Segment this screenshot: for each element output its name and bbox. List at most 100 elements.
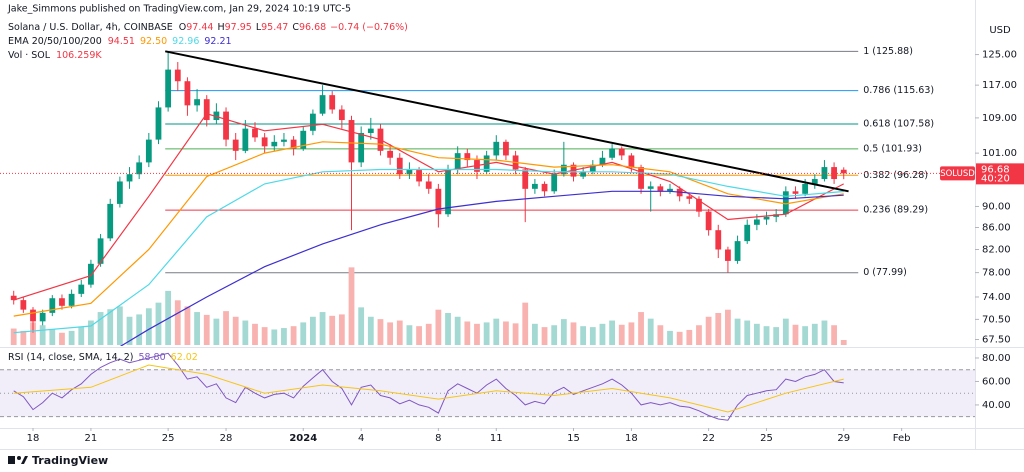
volume-bar [811, 323, 818, 345]
volume-bar [782, 318, 789, 345]
candle-body [68, 293, 75, 306]
x-tick-label: 18 [625, 433, 638, 444]
vol-label: Vol · SOL [8, 50, 51, 61]
legend-rsi: RSI (14, close, SMA, 14, 2) 58.80 62.02 [8, 352, 198, 363]
volume-bar [676, 331, 683, 345]
brand-logo [8, 456, 28, 464]
ema-value: 92.21 [204, 36, 231, 47]
candle-body [715, 230, 722, 250]
volume-bar [792, 324, 799, 345]
volume-bar [358, 307, 365, 345]
candle-body [59, 298, 65, 306]
candle-body [348, 120, 355, 163]
candle-body [78, 284, 85, 294]
candle-body [310, 113, 316, 131]
y-tick-label: 101.00 [982, 148, 1017, 159]
volume-bar [310, 316, 316, 345]
candle-body [184, 81, 191, 106]
rsi-value: 58.80 [138, 352, 165, 363]
volume-bar [203, 314, 210, 345]
ema-line [13, 141, 844, 317]
candle-body [358, 132, 365, 163]
symbol-title: Solana / U.S. Dollar, 4h, COINBASE [8, 22, 173, 33]
volume-bar [88, 320, 94, 345]
x-tick-label: 22 [702, 433, 715, 444]
candle-body [734, 241, 741, 261]
volume-bar [252, 323, 258, 345]
volume-bar [512, 323, 519, 345]
x-tick-label: 4 [358, 433, 364, 444]
ema-line [13, 168, 844, 334]
candle-body [416, 169, 422, 182]
x-tick-label: 11 [490, 433, 503, 444]
candle-body [541, 183, 548, 192]
candle-body [329, 95, 336, 110]
candle-body [744, 224, 751, 242]
fib-label: 0.5 (101.93) [863, 143, 922, 154]
candle-body [580, 171, 587, 177]
candle-body [628, 155, 635, 168]
publisher: Jake_Simmons published on TradingView.co… [7, 4, 351, 15]
candle-body [232, 139, 239, 151]
candle-body [493, 141, 500, 156]
volume-bar [696, 325, 702, 345]
volume-bar [338, 314, 345, 345]
candle-body [725, 249, 731, 261]
volume-bar [97, 312, 104, 345]
price-pane: 1 (125.88) 0.786 (115.63) 0.618 (107.58) 0.… [0, 46, 975, 346]
candle-body [155, 107, 162, 140]
volume-bar [589, 327, 596, 345]
symbol-box [940, 166, 975, 181]
volume-bar [329, 315, 336, 345]
candle-body [281, 139, 287, 142]
candle-body [49, 298, 56, 313]
y-tick-label: 78.00 [982, 268, 1011, 279]
candle-body [203, 99, 210, 121]
volume-bar [261, 327, 268, 345]
candle-body [338, 109, 345, 121]
volume-bar [300, 322, 307, 345]
candle-body [88, 263, 94, 285]
volume-bar [377, 319, 384, 345]
ema-value: 92.50 [140, 36, 167, 47]
candle-body [609, 148, 615, 158]
volume-bar [705, 316, 712, 345]
candle-body [705, 211, 712, 231]
volume-bar [281, 328, 287, 345]
countdown-label: 40:20 [981, 173, 1010, 184]
volume-bar [425, 323, 432, 345]
volume-bar [840, 339, 847, 345]
brand: TradingView [32, 454, 108, 467]
candle-body [242, 128, 249, 151]
candle-body [782, 191, 789, 215]
fib-label: 0 (77.99) [863, 267, 907, 278]
ohlc-key: H [217, 22, 224, 33]
legend: Jake_Simmons published on TradingView.co… [7, 4, 408, 363]
candle-body [657, 186, 664, 192]
ohlc-value: 95.47 [261, 22, 288, 33]
volume-bar [464, 321, 471, 345]
volume-bar [474, 323, 480, 345]
candle-body [97, 238, 104, 264]
candle-body [290, 139, 297, 149]
volume-bar [715, 313, 722, 345]
candle-body [811, 179, 818, 184]
volume-bar [49, 329, 56, 345]
fib-label: 0.618 (107.58) [863, 118, 934, 129]
candle-body [223, 111, 229, 140]
volume-bar [68, 330, 75, 345]
volume-bar [493, 318, 500, 345]
volume-bar [647, 318, 654, 345]
legend-ema: EMA 20/50/100/200 94.51 92.50 92.96 92.21 [8, 36, 232, 47]
legend-vol: Vol · SOL 106.259K [8, 50, 102, 61]
candle-body [387, 150, 394, 158]
volume-bar [657, 325, 664, 345]
ema-value: 92.96 [172, 36, 199, 47]
change: −0.74 (−0.76%) [330, 22, 408, 33]
x-tick-label: 25 [760, 433, 773, 444]
volume-bar [609, 320, 615, 345]
volume-bar [223, 311, 229, 345]
volume-bar [638, 312, 644, 345]
volume-bar [744, 320, 751, 345]
axes: 125.00 117.00 109.00 101.00 90.00 86.00 82.00 7… [27, 50, 1024, 444]
